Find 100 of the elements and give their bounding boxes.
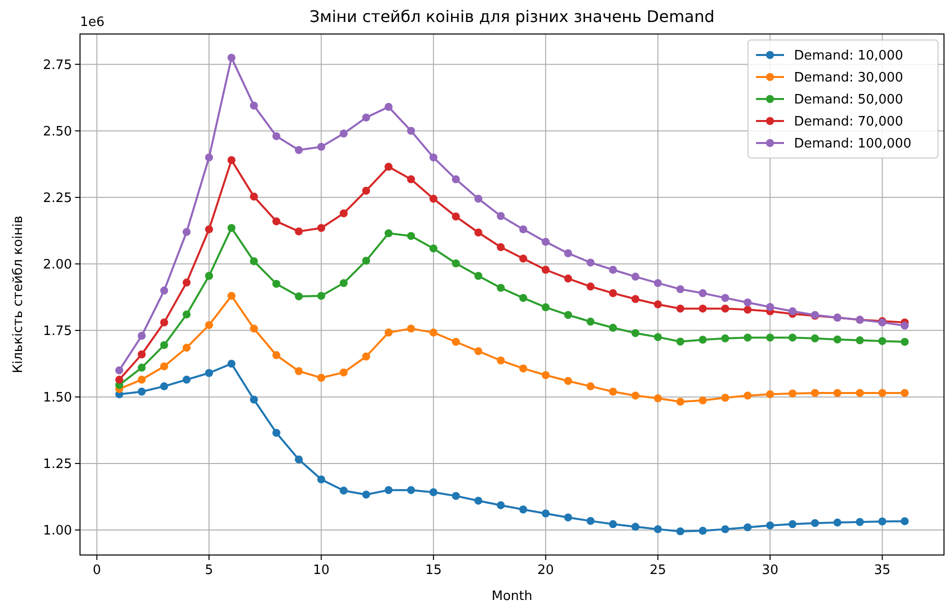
point	[698, 396, 707, 404]
point	[721, 394, 730, 402]
point	[340, 130, 348, 138]
point	[856, 336, 864, 344]
point	[654, 333, 662, 342]
point	[452, 492, 460, 500]
point	[205, 321, 214, 330]
point	[429, 488, 438, 496]
point	[160, 318, 168, 326]
point	[182, 310, 191, 318]
point	[744, 306, 752, 314]
x-axis-title: Month	[492, 589, 532, 604]
point	[878, 337, 886, 346]
point	[631, 272, 640, 281]
point	[340, 279, 348, 288]
point	[384, 162, 393, 171]
point	[272, 351, 280, 360]
point	[362, 256, 370, 265]
y-tick-label: 1.25	[43, 457, 72, 472]
point	[160, 341, 168, 350]
point	[788, 334, 797, 342]
point	[698, 526, 707, 535]
point	[519, 225, 528, 234]
point	[496, 501, 505, 510]
point	[654, 279, 662, 288]
point	[340, 486, 348, 495]
legend-label: Demand: 30,000	[794, 70, 904, 86]
point	[878, 388, 886, 397]
point	[744, 523, 752, 532]
point	[250, 396, 258, 404]
point	[676, 304, 684, 313]
point	[654, 300, 662, 308]
point	[317, 292, 326, 300]
point	[564, 274, 572, 283]
point	[384, 102, 393, 111]
point	[474, 228, 482, 236]
point	[294, 146, 303, 154]
point	[407, 175, 415, 184]
legend-label: Demand: 100,000	[794, 136, 912, 152]
point	[429, 194, 438, 203]
point	[227, 54, 236, 62]
point	[542, 510, 550, 518]
y-tick-label: 1.50	[43, 390, 72, 406]
point	[272, 280, 280, 288]
point	[407, 126, 415, 135]
point	[609, 289, 617, 298]
point	[542, 371, 550, 380]
point	[900, 517, 909, 526]
x-tick-label: 0	[92, 563, 101, 578]
point	[586, 382, 595, 390]
point	[138, 332, 146, 340]
point	[721, 304, 730, 313]
legend-label: Demand: 70,000	[794, 114, 904, 130]
point	[294, 227, 303, 236]
point	[272, 217, 280, 226]
point	[250, 102, 258, 110]
point	[856, 518, 864, 526]
point	[564, 249, 572, 258]
point	[182, 344, 191, 352]
y-tick-label: 1.75	[43, 324, 72, 339]
point	[384, 328, 393, 337]
point	[227, 224, 236, 232]
point	[205, 369, 214, 377]
point	[250, 257, 258, 266]
y-tick-label: 2.50	[43, 124, 72, 140]
y-axis-title: Кількість стейбл коінів	[11, 216, 26, 374]
point	[788, 307, 797, 316]
point	[340, 368, 348, 376]
point	[900, 338, 909, 346]
point	[609, 324, 617, 332]
point	[878, 517, 886, 526]
point	[766, 334, 774, 342]
x-tick-label: 20	[537, 563, 554, 578]
legend-label: Demand: 10,000	[794, 48, 904, 64]
point	[452, 212, 460, 221]
point	[856, 388, 864, 397]
point	[182, 278, 191, 287]
point	[833, 335, 842, 344]
point	[452, 259, 460, 268]
point	[317, 374, 326, 382]
text: 1e6	[80, 15, 105, 30]
x-tick-label: 25	[650, 563, 666, 578]
chart-title: Зміни стейбл коінів для різних значень Demand	[310, 7, 714, 26]
point	[294, 455, 303, 464]
point	[519, 254, 528, 263]
point	[227, 292, 236, 300]
point	[586, 258, 595, 267]
x-tick-label: 30	[762, 563, 778, 578]
point	[631, 329, 640, 338]
point	[744, 392, 752, 400]
point	[429, 328, 438, 337]
point	[564, 311, 572, 319]
point	[631, 295, 640, 304]
point	[900, 388, 909, 397]
point	[115, 366, 124, 374]
point	[182, 228, 191, 236]
point	[900, 322, 909, 330]
point	[384, 229, 393, 238]
point	[115, 376, 124, 384]
point	[496, 356, 505, 364]
